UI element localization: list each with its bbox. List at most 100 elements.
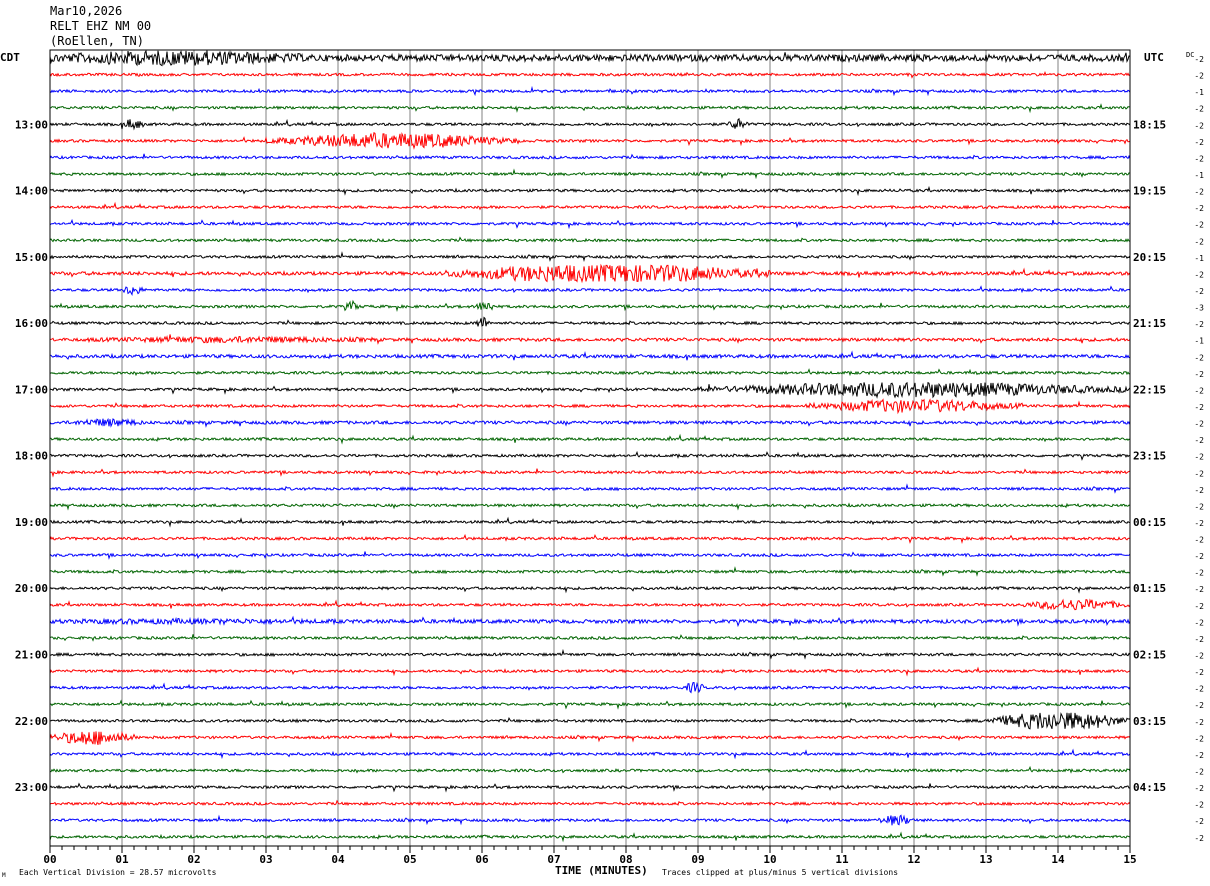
corner-mark: M <box>2 872 6 879</box>
seismic-trace-line-3 <box>49 103 1130 114</box>
left-timezone-label: CDT <box>0 51 20 64</box>
seismic-trace-line-0 <box>49 49 1131 67</box>
seismic-trace-line-37 <box>49 666 1131 677</box>
dc-offset-label-35: -2 <box>1194 635 1204 644</box>
dc-offset-label-37: -2 <box>1194 668 1204 677</box>
right-hour-label-5: 23:15 <box>1133 450 1166 463</box>
seismic-trace-line-14 <box>49 285 1131 297</box>
dc-offset-label-29: -2 <box>1194 536 1204 545</box>
plot-grid <box>121 50 1059 846</box>
x-tick-label-14: 14 <box>1051 853 1065 866</box>
seismic-trace-line-9 <box>49 201 1131 211</box>
seismic-trace-line-10 <box>49 218 1131 230</box>
seismic-trace-line-21 <box>49 398 1131 415</box>
x-tick-label-02: 02 <box>187 853 200 866</box>
seismic-trace-line-36 <box>49 648 1131 660</box>
right-hour-label-1: 19:15 <box>1133 185 1166 198</box>
right-hour-label-6: 00:15 <box>1133 516 1166 529</box>
seismic-trace-line-11 <box>49 236 1131 243</box>
dc-offset-label-16: -2 <box>1194 320 1204 329</box>
right-hour-label-8: 02:15 <box>1133 649 1166 662</box>
seismic-trace-line-33 <box>49 598 1131 611</box>
right-hour-label-0: 18:15 <box>1133 118 1166 131</box>
dc-offset-label-7: -1 <box>1194 171 1204 180</box>
dc-offset-label-25: -2 <box>1194 469 1204 478</box>
seismic-trace-line-17 <box>50 334 1131 345</box>
dc-offset-label-21: -2 <box>1194 403 1204 412</box>
seismic-trace-line-24 <box>49 450 1131 461</box>
seismic-trace-line-35 <box>50 634 1131 642</box>
seismic-trace-line-27 <box>49 502 1131 511</box>
left-hour-label-7: 20:00 <box>15 582 48 595</box>
seismic-trace-line-23 <box>50 433 1131 445</box>
dc-offset-label-41: -2 <box>1194 734 1204 743</box>
dc-offset-label-30: -2 <box>1194 552 1204 561</box>
seismic-trace-line-40 <box>49 712 1131 730</box>
header-location: (RoEllen, TN) <box>50 34 144 48</box>
right-time-labels: 18:15 19:15 20:15 21:15 22:15 23:15 00:15 01:15… <box>1133 118 1166 794</box>
dc-offset-label-42: -2 <box>1194 751 1204 760</box>
seismic-trace-line-8 <box>49 185 1131 197</box>
dc-offset-label-34: -2 <box>1194 618 1204 627</box>
dc-offset-label-23: -2 <box>1194 436 1204 445</box>
x-tick-label-05: 05 <box>403 853 416 866</box>
scale-note: Each Vertical Division = 28.57 microvolt… <box>19 868 217 877</box>
left-hour-label-5: 18:00 <box>15 450 48 463</box>
seismic-trace-line-32 <box>49 585 1131 594</box>
left-hour-label-4: 17:00 <box>15 383 48 396</box>
right-timezone-label: UTC <box>1144 51 1164 64</box>
right-hour-label-3: 21:15 <box>1133 317 1166 330</box>
dc-offset-label-3: -2 <box>1194 105 1204 114</box>
right-hour-label-4: 22:15 <box>1133 383 1166 396</box>
left-hour-label-2: 15:00 <box>15 251 48 264</box>
seismic-trace-line-19 <box>49 368 1131 377</box>
seismic-trace-line-13 <box>49 263 1131 284</box>
left-time-labels: 13:00 14:00 15:00 16:00 17:00 18:00 19:00 20:00… <box>15 118 48 794</box>
dc-offset-label-15: -3 <box>1194 304 1204 313</box>
x-tick-label-09: 09 <box>691 853 704 866</box>
x-tick-label-08: 08 <box>619 853 632 866</box>
dc-offset-label-47: -2 <box>1194 834 1204 843</box>
seismic-trace-line-5 <box>49 131 1130 150</box>
seismic-trace-line-43 <box>49 765 1131 774</box>
seismic-trace-line-44 <box>49 782 1130 793</box>
x-tick-label-00: 00 <box>43 853 56 866</box>
left-hour-label-9: 22:00 <box>15 715 48 728</box>
dc-offset-label-2: -1 <box>1194 88 1204 97</box>
dc-offset-label-43: -2 <box>1194 768 1204 777</box>
right-hour-label-2: 20:15 <box>1133 251 1166 264</box>
left-hour-label-6: 19:00 <box>15 516 48 529</box>
dc-offset-label-40: -2 <box>1194 718 1204 727</box>
dc-offset-label-45: -2 <box>1194 801 1204 810</box>
dc-offset-label-1: -2 <box>1194 72 1204 81</box>
seismic-trace-line-15 <box>49 299 1131 312</box>
header-station: RELT EHZ NM 00 <box>50 19 152 33</box>
dc-offset-label-28: -2 <box>1194 519 1204 528</box>
seismic-trace-line-26 <box>49 483 1131 494</box>
x-tick-label-12: 12 <box>907 853 920 866</box>
dc-offset-label-10: -2 <box>1194 221 1204 230</box>
dc-offset-label-46: -2 <box>1194 817 1204 826</box>
x-tick-label-03: 03 <box>259 853 272 866</box>
seismic-trace-line-18 <box>49 350 1131 361</box>
seismic-trace-line-30 <box>49 551 1131 560</box>
seismic-trace-line-25 <box>50 468 1131 478</box>
seismic-trace-line-12 <box>49 251 1131 262</box>
right-hour-label-9: 03:15 <box>1133 715 1166 728</box>
dc-offset-label-44: -2 <box>1194 784 1204 793</box>
x-axis-title: TIME (MINUTES) <box>555 864 648 877</box>
seismic-trace-line-2 <box>49 85 1131 97</box>
seismic-trace-line-42 <box>49 748 1131 760</box>
clip-note: Traces clipped at plus/minus 5 vertical … <box>662 868 898 877</box>
seismic-trace-line-38 <box>49 681 1131 694</box>
dc-offset-label-26: -2 <box>1194 486 1204 495</box>
dc-offset-label-17: -1 <box>1194 337 1204 346</box>
dc-offset-label-39: -2 <box>1194 701 1204 710</box>
seismic-trace-line-47 <box>49 831 1131 843</box>
x-tick-label-07: 07 <box>547 853 560 866</box>
header-date: Mar10,2026 <box>50 4 123 18</box>
seismic-trace-line-6 <box>49 153 1131 161</box>
left-hour-label-8: 21:00 <box>15 649 48 662</box>
seismic-trace-line-1 <box>49 70 1131 79</box>
seismic-trace-line-29 <box>49 533 1130 544</box>
